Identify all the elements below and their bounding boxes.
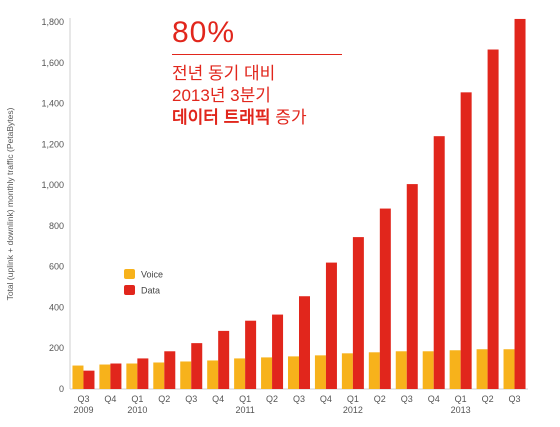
bar-data: [433, 136, 445, 389]
bar-data: [514, 18, 526, 389]
annotation-divider: [172, 54, 342, 55]
x-tick-label: Q4: [212, 394, 224, 404]
bar-voice: [314, 355, 326, 389]
bar-voice: [368, 352, 380, 389]
bar-voice: [126, 363, 138, 389]
legend-label-data: Data: [141, 286, 160, 296]
bar-voice: [503, 349, 515, 389]
y-tick-label: 1,800: [41, 17, 64, 27]
bar-data: [191, 343, 203, 390]
legend-label-voice: Voice: [141, 270, 163, 280]
y-tick-label: 1,200: [41, 139, 64, 149]
annotation-box: 80% 전년 동기 대비 2013년 3분기 데이터 트래픽 증가: [172, 16, 342, 129]
bar-data: [137, 358, 149, 389]
bar-data: [164, 351, 176, 389]
bar-voice: [449, 350, 461, 389]
x-tick-label: Q1: [347, 394, 359, 404]
x-tick-label: Q2: [482, 394, 494, 404]
y-tick-label: 0: [59, 384, 64, 394]
x-tick-label: Q3: [401, 394, 413, 404]
bar-data: [110, 363, 122, 389]
bar-data: [272, 314, 284, 389]
x-tick-label: Q2: [266, 394, 278, 404]
x-tick-label: Q3: [509, 394, 521, 404]
bar-data: [487, 49, 499, 390]
annotation-line2: 2013년 3분기: [172, 86, 271, 105]
bar-voice: [207, 360, 219, 389]
bar-voice: [234, 358, 246, 389]
bar-voice: [341, 353, 353, 389]
x-tick-year-label: 2010: [127, 405, 147, 415]
bar-data: [352, 237, 364, 389]
x-tick-year-label: 2012: [343, 405, 363, 415]
x-tick-label: Q3: [293, 394, 305, 404]
x-tick-label: Q3: [185, 394, 197, 404]
bar-data: [245, 320, 257, 389]
annotation-line1: 전년 동기 대비: [172, 64, 276, 83]
annotation-line3-bold: 데이터 트래픽: [172, 108, 271, 127]
y-tick-label: 600: [49, 262, 64, 272]
x-tick-label: Q1: [455, 394, 467, 404]
y-tick-label: 1,000: [41, 180, 64, 190]
bar-voice: [180, 361, 192, 389]
bar-voice: [153, 362, 165, 389]
x-tick-year-label: 2009: [73, 405, 93, 415]
bar-data: [460, 92, 472, 389]
bars-group: [72, 18, 526, 390]
bar-voice: [422, 351, 434, 389]
y-tick-label: 800: [49, 221, 64, 231]
legend: Voice Data: [124, 269, 163, 296]
bar-data: [379, 208, 391, 389]
y-tick-label: 400: [49, 302, 64, 312]
x-tick-label: Q2: [374, 394, 386, 404]
bar-voice: [261, 357, 273, 389]
x-tick-label: Q4: [320, 394, 332, 404]
y-axis-title: Total (uplink + downlink) monthly traffi…: [5, 107, 15, 300]
bar-voice: [476, 349, 488, 389]
y-tick-label: 1,600: [41, 58, 64, 68]
x-tick-label: Q4: [428, 394, 440, 404]
bar-data: [325, 262, 337, 389]
y-axis-ticks: 0 200 400 600 800 1,000 1,200 1,400 1,600 1,800: [41, 17, 64, 394]
bar-data: [299, 296, 310, 389]
bar-voice: [72, 365, 84, 389]
legend-swatch-voice: [124, 269, 135, 279]
x-tick-label: Q4: [104, 394, 116, 404]
x-tick-label: Q3: [77, 394, 89, 404]
bar-voice: [288, 356, 299, 389]
x-tick-label: Q1: [239, 394, 251, 404]
annotation-line3: 데이터 트래픽 증가: [172, 107, 342, 129]
x-tick-label: Q1: [131, 394, 143, 404]
bar-voice: [99, 364, 111, 389]
y-tick-label: 200: [49, 343, 64, 353]
bar-data: [83, 370, 95, 389]
bar-voice: [395, 351, 407, 389]
bar-data: [406, 184, 418, 389]
x-tick-year-label: 2011: [235, 405, 254, 415]
x-tick-label: Q2: [158, 394, 170, 404]
annotation-percent: 80%: [172, 16, 236, 49]
annotation-line3-rest: 증가: [270, 108, 307, 127]
legend-swatch-data: [124, 285, 135, 295]
y-tick-label: 1,400: [41, 99, 64, 109]
bar-data: [218, 330, 230, 389]
x-tick-year-label: 2013: [451, 405, 471, 415]
